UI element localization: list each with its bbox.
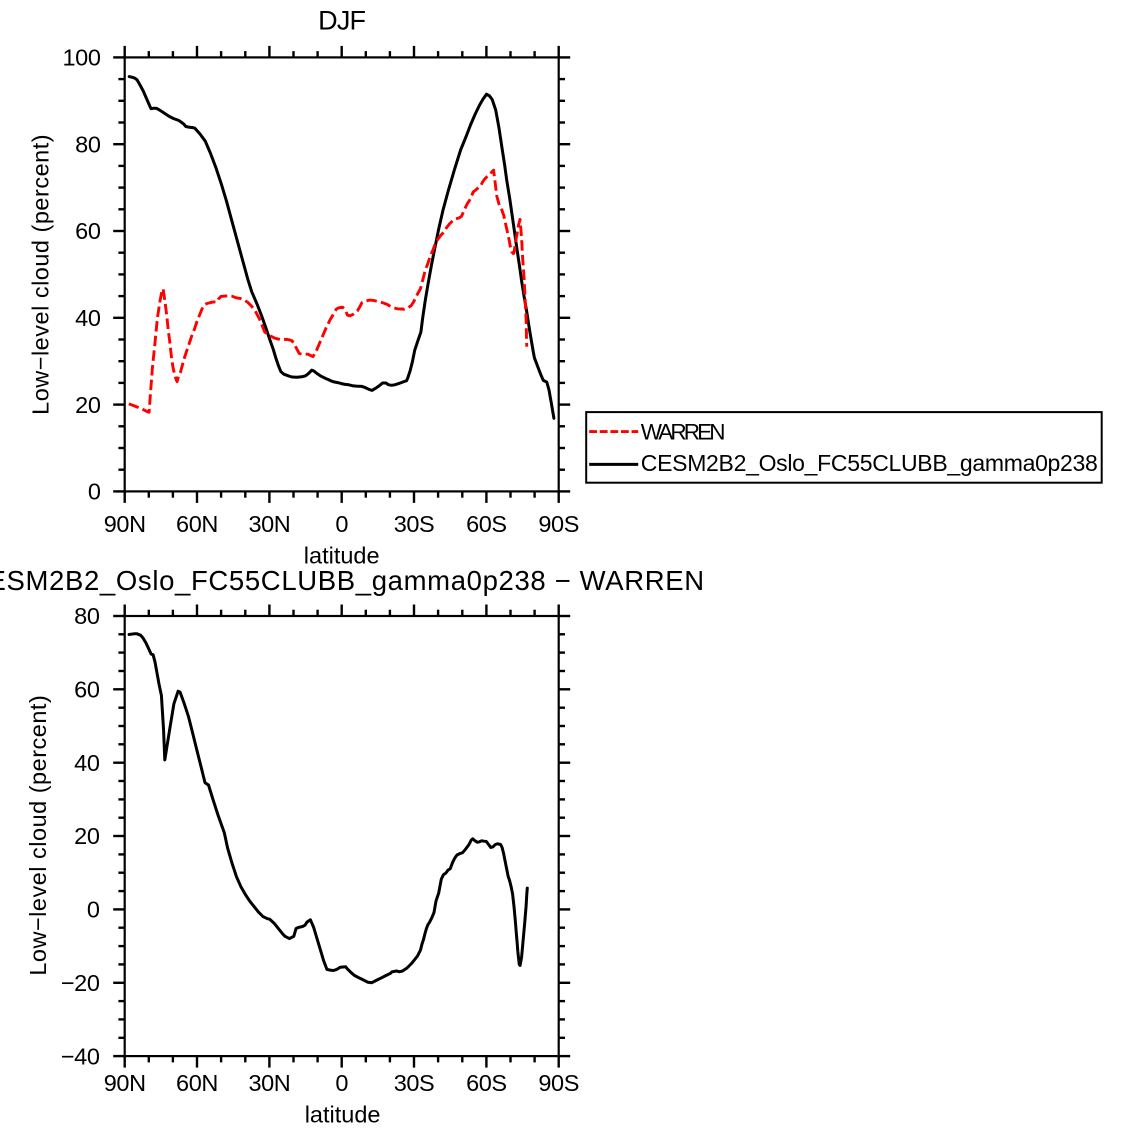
svg-text:60: 60	[74, 677, 100, 703]
svg-text:60N: 60N	[176, 511, 218, 537]
svg-text:−20: −20	[61, 970, 100, 996]
svg-text:Low−level cloud (percent): Low−level cloud (percent)	[25, 695, 51, 976]
svg-text:90N: 90N	[104, 1070, 146, 1096]
svg-text:30N: 30N	[248, 1070, 290, 1096]
svg-text:latitude: latitude	[305, 1102, 381, 1128]
svg-text:DJF: DJF	[318, 5, 365, 35]
svg-text:30N: 30N	[248, 511, 290, 537]
svg-text:−40: −40	[61, 1043, 100, 1069]
svg-text:80: 80	[75, 131, 101, 157]
svg-text:90S: 90S	[538, 511, 579, 537]
svg-text:80: 80	[74, 603, 100, 629]
svg-text:0: 0	[87, 897, 100, 923]
svg-text:100: 100	[62, 45, 100, 71]
svg-text:30S: 30S	[394, 511, 435, 537]
svg-text:90S: 90S	[538, 1070, 579, 1096]
svg-text:60N: 60N	[176, 1070, 218, 1096]
svg-text:0: 0	[335, 511, 348, 537]
svg-text:Low−level cloud (percent): Low−level cloud (percent)	[28, 134, 54, 415]
svg-text:WARREN: WARREN	[641, 419, 724, 444]
svg-text:60: 60	[75, 218, 101, 244]
svg-text:0: 0	[88, 479, 101, 505]
svg-text:0: 0	[335, 1070, 348, 1096]
svg-text:30S: 30S	[394, 1070, 435, 1096]
svg-text:CESM2B2_Oslo_FC55CLUBB_gamma0p: CESM2B2_Oslo_FC55CLUBB_gamma0p238 − WARR…	[0, 565, 705, 596]
svg-text:60S: 60S	[466, 1070, 507, 1096]
svg-text:60S: 60S	[466, 511, 507, 537]
svg-text:20: 20	[74, 823, 100, 849]
svg-text:CESM2B2_Oslo_FC55CLUBB_gamma0p: CESM2B2_Oslo_FC55CLUBB_gamma0p238	[641, 450, 1098, 476]
svg-text:20: 20	[75, 392, 101, 418]
svg-text:latitude: latitude	[304, 543, 380, 569]
svg-text:40: 40	[74, 750, 100, 776]
svg-text:40: 40	[75, 305, 101, 331]
svg-text:90N: 90N	[104, 511, 146, 537]
